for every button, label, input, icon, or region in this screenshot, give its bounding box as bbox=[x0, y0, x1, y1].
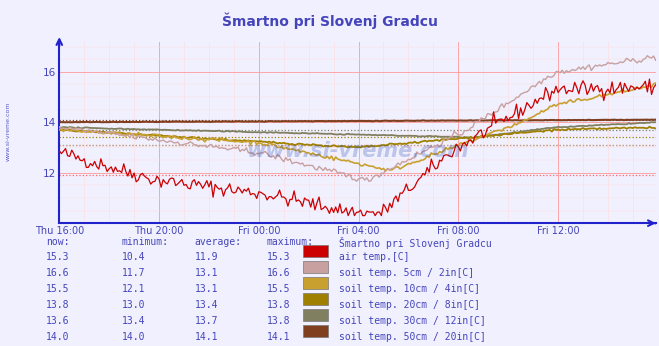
Text: 13.4: 13.4 bbox=[194, 300, 218, 310]
Text: 13.1: 13.1 bbox=[194, 284, 218, 294]
Text: 15.5: 15.5 bbox=[267, 284, 291, 294]
Text: soil temp. 5cm / 2in[C]: soil temp. 5cm / 2in[C] bbox=[339, 268, 474, 279]
Text: air temp.[C]: air temp.[C] bbox=[339, 253, 410, 263]
Text: Šmartno pri Slovenj Gradcu: Šmartno pri Slovenj Gradcu bbox=[339, 237, 492, 248]
Text: 13.8: 13.8 bbox=[267, 316, 291, 326]
Text: 10.4: 10.4 bbox=[122, 253, 146, 263]
Text: minimum:: minimum: bbox=[122, 237, 169, 247]
Text: now:: now: bbox=[46, 237, 70, 247]
Text: www.si-vreme.com: www.si-vreme.com bbox=[5, 102, 11, 161]
Text: 14.1: 14.1 bbox=[267, 332, 291, 342]
Text: 14.1: 14.1 bbox=[194, 332, 218, 342]
Text: 13.0: 13.0 bbox=[122, 300, 146, 310]
Bar bbox=[303, 325, 328, 337]
Text: soil temp. 30cm / 12in[C]: soil temp. 30cm / 12in[C] bbox=[339, 316, 486, 326]
Text: average:: average: bbox=[194, 237, 241, 247]
Text: 15.3: 15.3 bbox=[267, 253, 291, 263]
Bar bbox=[303, 277, 328, 289]
Text: 15.3: 15.3 bbox=[46, 253, 70, 263]
Text: 13.8: 13.8 bbox=[46, 300, 70, 310]
Bar bbox=[303, 293, 328, 305]
Text: soil temp. 50cm / 20in[C]: soil temp. 50cm / 20in[C] bbox=[339, 332, 486, 342]
Text: 15.5: 15.5 bbox=[46, 284, 70, 294]
Text: 12.1: 12.1 bbox=[122, 284, 146, 294]
Text: 14.0: 14.0 bbox=[46, 332, 70, 342]
Text: 14.0: 14.0 bbox=[122, 332, 146, 342]
Text: soil temp. 10cm / 4in[C]: soil temp. 10cm / 4in[C] bbox=[339, 284, 480, 294]
Text: 11.9: 11.9 bbox=[194, 253, 218, 263]
Text: www.si-vreme.com: www.si-vreme.com bbox=[246, 140, 469, 161]
Text: 13.6: 13.6 bbox=[46, 316, 70, 326]
Text: 13.1: 13.1 bbox=[194, 268, 218, 279]
Text: soil temp. 20cm / 8in[C]: soil temp. 20cm / 8in[C] bbox=[339, 300, 480, 310]
Text: 16.6: 16.6 bbox=[46, 268, 70, 279]
Bar bbox=[303, 309, 328, 321]
Bar bbox=[303, 245, 328, 257]
Text: 11.7: 11.7 bbox=[122, 268, 146, 279]
Bar bbox=[303, 261, 328, 273]
Text: 13.4: 13.4 bbox=[122, 316, 146, 326]
Text: Šmartno pri Slovenj Gradcu: Šmartno pri Slovenj Gradcu bbox=[221, 12, 438, 29]
Text: maximum:: maximum: bbox=[267, 237, 314, 247]
Text: 13.8: 13.8 bbox=[267, 300, 291, 310]
Text: 13.7: 13.7 bbox=[194, 316, 218, 326]
Text: 16.6: 16.6 bbox=[267, 268, 291, 279]
